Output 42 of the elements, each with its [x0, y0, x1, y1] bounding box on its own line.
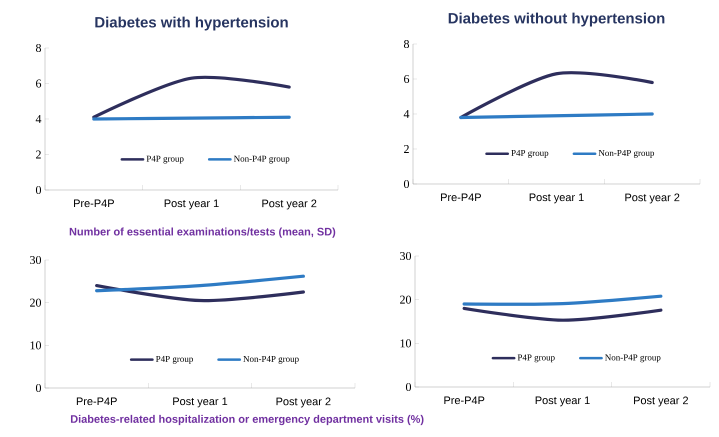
y-tick-label: 8	[404, 40, 410, 48]
y-tick-label: 0	[404, 180, 410, 188]
legend-label: P4P group	[511, 150, 548, 158]
legend-label: Non-P4P group	[243, 356, 299, 364]
x-tick-label: Post year 2	[625, 194, 680, 204]
legend-label: P4P group	[156, 356, 193, 364]
chart-title: Diabetes without hypertension	[448, 12, 664, 26]
legend-label: Non-P4P group	[598, 150, 654, 158]
x-tick-label: Post year 1	[530, 194, 584, 204]
y-tick-label: 0	[36, 186, 42, 194]
text: Diabetes-related hospitalization or emergency department visits (%)	[70, 414, 424, 426]
y-tick-label: 30	[400, 252, 412, 260]
y-tick-label: 6	[404, 74, 410, 84]
legend-label: P4P group	[146, 156, 184, 164]
y-tick-label: 4	[36, 115, 42, 123]
y-tick-label: 4	[404, 110, 410, 118]
x-tick-label: Post year 1	[536, 396, 590, 406]
y-tick-label: 8	[36, 44, 42, 52]
x-tick-label: Pre-P4P	[76, 398, 117, 406]
y-tick-label: 10	[30, 341, 42, 350]
x-tick-label: Post year 2	[276, 398, 330, 408]
x-tick-label: Post year 1	[164, 200, 219, 210]
y-tick-label: 30	[30, 256, 42, 264]
x-tick-label: Pre-P4P	[441, 194, 481, 202]
y-tick-label: 6	[36, 79, 42, 88]
legend-label: P4P group	[518, 354, 555, 362]
x-tick-label: Post year 2	[634, 396, 688, 406]
text: Number of essential examinations/tests (mean, SD)	[70, 227, 336, 238]
x-tick-label: Pre-P4P	[444, 396, 484, 404]
y-tick-label: 0	[406, 382, 412, 392]
y-tick-label: 0	[36, 384, 42, 392]
y-tick-label: 2	[404, 145, 409, 153]
chart-title: Diabetes with hypertension	[95, 16, 288, 30]
legend-label: Non-P4P group	[234, 156, 290, 164]
y-tick-label: 2	[36, 150, 41, 158]
x-tick-label: Pre-P4P	[74, 200, 114, 208]
x-tick-label: Post year 2	[262, 200, 316, 210]
y-tick-label: 10	[400, 339, 412, 348]
y-tick-label: 20	[400, 296, 412, 304]
x-tick-label: Post year 1	[173, 398, 228, 408]
legend-label: Non-P4P group	[605, 354, 660, 362]
y-tick-label: 20	[30, 298, 42, 307]
